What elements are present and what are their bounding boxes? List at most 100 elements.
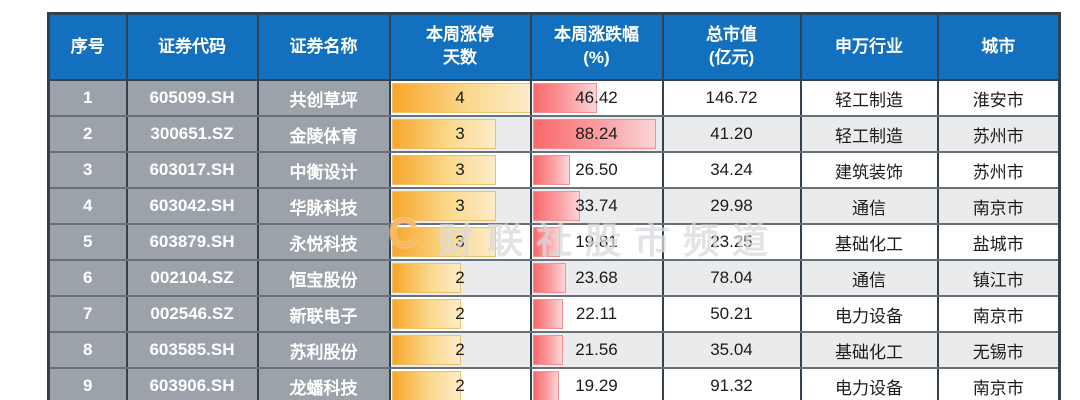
cell-index: 3 <box>47 151 128 189</box>
cell-industry: 电力设备 <box>799 367 939 400</box>
cell-weekly-change: 88.24 <box>529 115 664 153</box>
weekly-change-bar <box>532 227 561 257</box>
cell-index: 1 <box>47 79 128 117</box>
table-row: 7 002546.SZ 新联电子 2 22.11 50.21 电力设备 南京市 <box>47 295 1061 333</box>
cell-index: 6 <box>47 259 128 297</box>
cell-industry: 轻工制造 <box>799 79 939 117</box>
limit-up-days-value: 3 <box>455 232 465 251</box>
cell-weekly-change: 23.68 <box>529 259 664 297</box>
cell-code: 603585.SH <box>125 331 259 369</box>
cell-market-cap: 50.21 <box>661 295 802 333</box>
weekly-change-value: 46.42 <box>575 88 618 107</box>
weekly-change-value: 33.74 <box>575 196 618 215</box>
weekly-change-bar <box>532 191 580 221</box>
weekly-change-value: 19.81 <box>575 232 618 251</box>
cell-index: 2 <box>47 115 128 153</box>
cell-code: 603879.SH <box>125 223 259 261</box>
limit-up-days-bar <box>391 299 461 329</box>
col-header-industry: 申万行业 <box>799 12 939 81</box>
cell-weekly-change: 26.50 <box>529 151 664 189</box>
weekly-change-value: 26.50 <box>575 160 618 179</box>
cell-index: 7 <box>47 295 128 333</box>
limit-up-days-value: 4 <box>455 88 465 107</box>
cell-city: 淮安市 <box>936 79 1061 117</box>
cell-name: 共创草坪 <box>256 79 391 117</box>
limit-up-days-value: 2 <box>455 268 465 287</box>
limit-up-days-value: 3 <box>455 196 465 215</box>
cell-market-cap: 78.04 <box>661 259 802 297</box>
cell-market-cap: 29.98 <box>661 187 802 225</box>
col-header-code: 证券代码 <box>125 12 259 81</box>
cell-city: 南京市 <box>936 367 1061 400</box>
cell-name: 金陵体育 <box>256 115 391 153</box>
limit-up-days-value: 2 <box>455 340 465 359</box>
cell-code: 603017.SH <box>125 151 259 189</box>
weekly-change-bar <box>532 83 598 113</box>
table-body: 1 605099.SH 共创草坪 4 46.42 146.72 轻工制造 淮安市 2 300651… <box>47 79 1061 400</box>
cell-market-cap: 34.24 <box>661 151 802 189</box>
cell-index: 9 <box>47 367 128 400</box>
cell-weekly-change: 21.56 <box>529 331 664 369</box>
table-row: 5 603879.SH 永悦科技 3 19.81 23.25 基础化工 盐城市 <box>47 223 1061 261</box>
header-row: 序号 证券代码 证券名称 本周涨停 天数 本周涨跌幅 (%) 总市值 (亿元) 申万行业 城市 <box>47 12 1061 81</box>
cell-index: 8 <box>47 331 128 369</box>
cell-name: 恒宝股份 <box>256 259 391 297</box>
cell-market-cap: 23.25 <box>661 223 802 261</box>
cell-city: 盐城市 <box>936 223 1061 261</box>
cell-industry: 建筑装饰 <box>799 151 939 189</box>
weekly-change-value: 21.56 <box>575 340 618 359</box>
cell-city: 南京市 <box>936 187 1061 225</box>
cell-weekly-change: 19.29 <box>529 367 664 400</box>
cell-name: 永悦科技 <box>256 223 391 261</box>
col-header-index: 序号 <box>47 12 128 81</box>
weekly-change-bar <box>532 263 566 293</box>
cell-name: 龙蟠科技 <box>256 367 391 400</box>
cell-limit-up-days: 3 <box>388 151 532 189</box>
cell-name: 中衡设计 <box>256 151 391 189</box>
col-header-name: 证券名称 <box>256 12 391 81</box>
cell-weekly-change: 33.74 <box>529 187 664 225</box>
weekly-change-bar <box>532 119 656 149</box>
cell-limit-up-days: 2 <box>388 295 532 333</box>
col-header-market_cap: 总市值 (亿元) <box>661 12 802 81</box>
table-row: 4 603042.SH 华脉科技 3 33.74 29.98 通信 南京市 <box>47 187 1061 225</box>
cell-city: 苏州市 <box>936 115 1061 153</box>
cell-code: 603042.SH <box>125 187 259 225</box>
cell-market-cap: 146.72 <box>661 79 802 117</box>
limit-up-days-value: 2 <box>455 304 465 323</box>
cell-code: 002104.SZ <box>125 259 259 297</box>
table-row: 9 603906.SH 龙蟠科技 2 19.29 91.32 电力设备 南京市 <box>47 367 1061 400</box>
cell-code: 300651.SZ <box>125 115 259 153</box>
cell-limit-up-days: 3 <box>388 223 532 261</box>
table-header: 序号 证券代码 证券名称 本周涨停 天数 本周涨跌幅 (%) 总市值 (亿元) 申万行业 城市 <box>47 12 1061 81</box>
weekly-change-value: 19.29 <box>575 376 618 395</box>
cell-limit-up-days: 4 <box>388 79 532 117</box>
cell-code: 002546.SZ <box>125 295 259 333</box>
cell-market-cap: 41.20 <box>661 115 802 153</box>
weekly-change-value: 23.68 <box>575 268 618 287</box>
cell-limit-up-days: 3 <box>388 187 532 225</box>
cell-city: 镇江市 <box>936 259 1061 297</box>
limit-up-days-bar <box>391 191 496 221</box>
table-row: 1 605099.SH 共创草坪 4 46.42 146.72 轻工制造 淮安市 <box>47 79 1061 117</box>
cell-market-cap: 35.04 <box>661 331 802 369</box>
cell-limit-up-days: 2 <box>388 259 532 297</box>
cell-city: 南京市 <box>936 295 1061 333</box>
limit-up-days-bar <box>391 371 461 400</box>
cell-city: 苏州市 <box>936 151 1061 189</box>
cell-index: 5 <box>47 223 128 261</box>
cell-name: 新联电子 <box>256 295 391 333</box>
limit-up-days-bar <box>391 119 496 149</box>
limit-up-days-value: 3 <box>455 124 465 143</box>
cell-code: 605099.SH <box>125 79 259 117</box>
weekly-change-value: 88.24 <box>575 124 618 143</box>
cell-market-cap: 91.32 <box>661 367 802 400</box>
col-header-city: 城市 <box>936 12 1061 81</box>
cell-weekly-change: 46.42 <box>529 79 664 117</box>
limit-up-days-bar <box>391 155 496 185</box>
weekly-change-bar <box>532 371 560 400</box>
cell-city: 无锡市 <box>936 331 1061 369</box>
col-header-limit_up_days: 本周涨停 天数 <box>388 12 532 81</box>
